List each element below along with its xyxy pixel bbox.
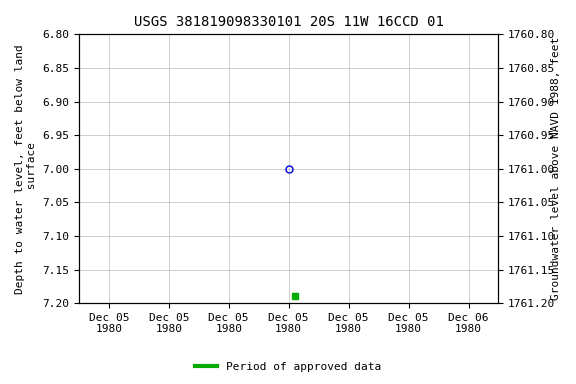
Legend: Period of approved data: Period of approved data xyxy=(191,358,385,377)
Y-axis label: Groundwater level above NAVD 1988, feet: Groundwater level above NAVD 1988, feet xyxy=(551,37,561,300)
Y-axis label: Depth to water level, feet below land
 surface: Depth to water level, feet below land su… xyxy=(15,44,37,294)
Title: USGS 381819098330101 20S 11W 16CCD 01: USGS 381819098330101 20S 11W 16CCD 01 xyxy=(134,15,444,29)
